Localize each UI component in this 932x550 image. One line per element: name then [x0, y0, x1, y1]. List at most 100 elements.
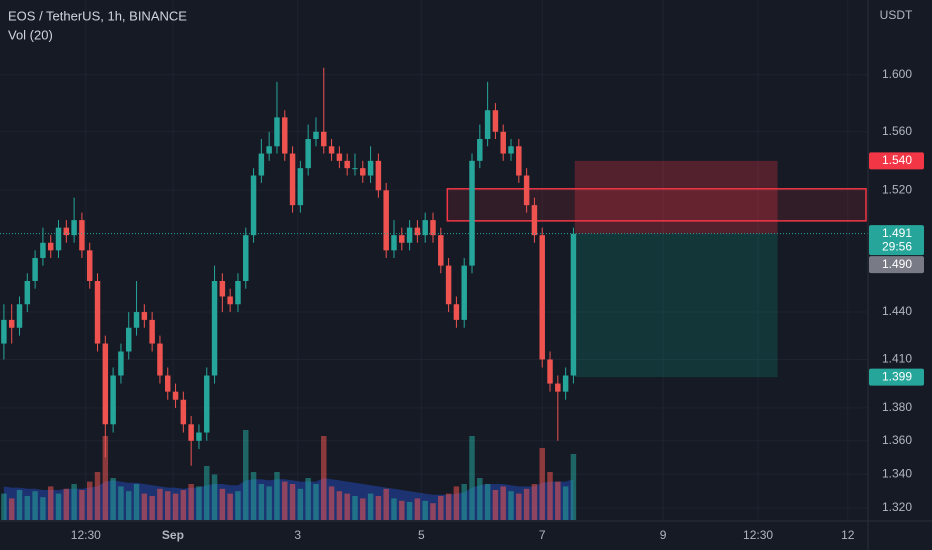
x-tick-label: Sep — [162, 528, 184, 542]
volume-bar — [500, 486, 506, 520]
candle-body — [165, 375, 171, 392]
candle-body — [157, 343, 163, 376]
volume-bar — [375, 496, 382, 520]
y-tick-label: 1.520 — [882, 182, 912, 196]
volume-bar — [196, 486, 202, 520]
candle-body — [118, 351, 124, 376]
candle-body — [71, 220, 77, 236]
price-tag-label: 1.491 — [882, 226, 912, 240]
candle-body — [461, 265, 467, 320]
price-tag-label: 1.540 — [882, 153, 912, 167]
candle-body — [243, 235, 249, 281]
x-tick-label: 12:30 — [71, 528, 101, 542]
volume-bar — [1, 493, 7, 520]
volume-bar — [86, 481, 93, 520]
volume-bar — [383, 488, 389, 520]
candle-body — [547, 359, 553, 384]
volume-bar — [562, 486, 569, 520]
candle-body — [204, 375, 210, 433]
candle-body — [328, 146, 335, 154]
candle-body — [196, 432, 202, 441]
volume-bar — [461, 484, 467, 520]
volume-bar — [157, 488, 163, 520]
volume-bar — [484, 484, 491, 520]
candle-body — [336, 153, 343, 161]
candle-body — [516, 146, 522, 176]
y-tick-label: 1.380 — [882, 400, 912, 414]
candle-body — [219, 280, 226, 297]
volume-bar — [71, 484, 77, 520]
candle-body — [484, 110, 491, 140]
candle-body — [133, 312, 140, 328]
volume-bar — [328, 486, 335, 520]
candle-body — [469, 160, 475, 266]
volume-bar — [523, 488, 530, 520]
candle-body — [391, 235, 397, 251]
candle-body — [94, 280, 101, 344]
candle-body — [86, 250, 93, 281]
candle-body — [188, 424, 194, 441]
candle-body — [63, 227, 70, 236]
volume-bar — [55, 493, 62, 520]
candle-body — [360, 168, 366, 176]
volume-bar — [63, 488, 70, 520]
volume-bar — [547, 472, 553, 520]
candle-body — [539, 235, 545, 360]
volume-bar — [149, 496, 155, 520]
candle-body — [289, 153, 296, 206]
candle-body — [352, 168, 358, 170]
x-tick-label: 7 — [539, 528, 546, 542]
x-tick-label: 12 — [841, 528, 855, 542]
currency-label: USDT — [880, 8, 913, 22]
plot-area — [0, 0, 868, 521]
candle-body — [305, 139, 311, 169]
candle-body — [32, 257, 38, 281]
candle-body — [235, 280, 241, 305]
candle-body — [16, 304, 23, 328]
stop-zone — [574, 160, 778, 234]
candle-body — [102, 343, 109, 425]
candle-body — [110, 375, 116, 425]
price-tag-label: 1.399 — [882, 369, 912, 383]
volume-bar — [16, 490, 23, 520]
volume-bar — [336, 491, 343, 520]
candle-body — [430, 220, 436, 236]
volume-bar — [188, 484, 194, 520]
candle-body — [453, 304, 460, 320]
volume-bar — [125, 491, 132, 520]
candle-body — [266, 146, 272, 154]
volume-bar — [274, 472, 280, 520]
volume-bar — [453, 486, 460, 520]
y-tick-label: 1.340 — [882, 466, 912, 480]
volume-bar — [94, 472, 101, 520]
volume-bar — [367, 493, 374, 520]
volume-bar — [477, 478, 483, 520]
volume-bar — [430, 503, 436, 520]
volume-bar — [305, 478, 311, 520]
candle-body — [274, 117, 280, 147]
candle-body — [414, 227, 421, 236]
volume-bar — [235, 491, 241, 520]
candle-body — [141, 312, 148, 320]
volume-bar — [422, 500, 428, 520]
candle-body — [492, 110, 499, 132]
y-tick-label: 1.440 — [882, 304, 912, 318]
candle-body — [445, 265, 452, 305]
volume-bar — [79, 490, 85, 520]
volume-bar — [406, 502, 413, 520]
y-tick-label: 1.320 — [882, 500, 912, 514]
candle-body — [562, 375, 569, 392]
volume-bar — [352, 496, 358, 520]
candle-body — [344, 160, 350, 169]
candle-body — [79, 220, 85, 251]
volume-bar — [570, 454, 577, 520]
volume-bar — [297, 488, 304, 520]
candle-body — [383, 190, 389, 251]
candle-body — [282, 117, 288, 154]
volume-bar — [110, 478, 116, 520]
volume-bar — [282, 481, 288, 520]
volume-bar — [555, 481, 561, 520]
candle-body — [172, 391, 179, 400]
volume-bar — [204, 466, 210, 520]
candle-body — [24, 280, 31, 305]
